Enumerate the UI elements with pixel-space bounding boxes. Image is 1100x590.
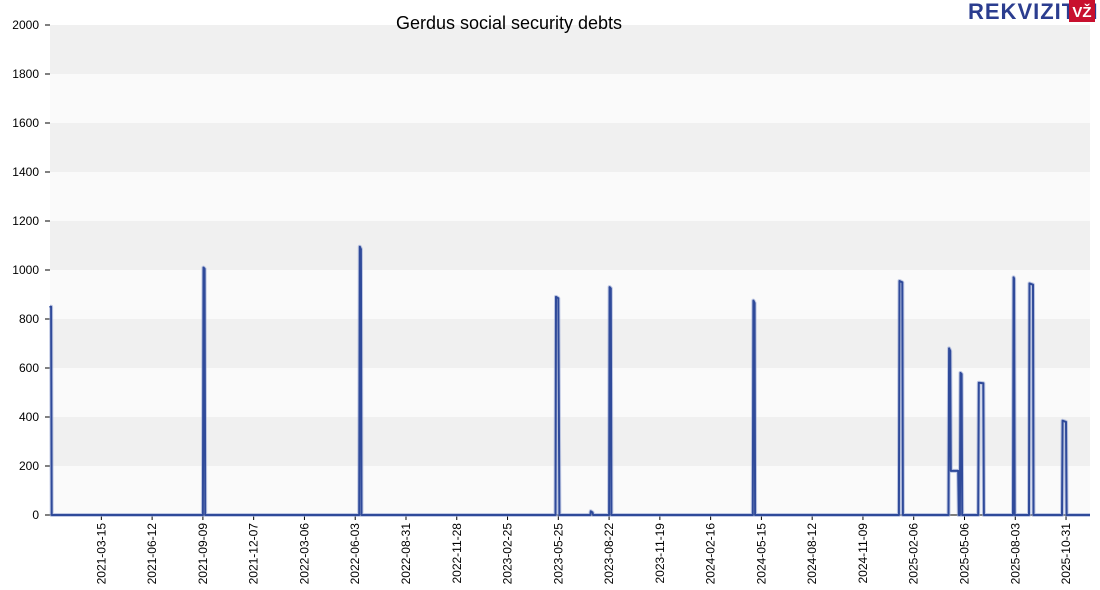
data-point [977,381,980,384]
data-point [1013,277,1015,280]
y-tick-label: 0 [32,508,39,522]
x-tick-label: 2024-05-15 [754,523,768,585]
grid-band [50,319,1090,368]
x-tick-label: 2024-08-12 [805,523,819,585]
y-tick-label: 800 [19,312,39,326]
series-line [50,245,1090,516]
data-point [753,302,756,304]
x-tick-label: 2024-11-09 [856,523,870,584]
x-tick-label: 2025-02-06 [907,523,921,585]
y-tick-label: 1600 [12,116,39,130]
data-point [959,372,962,374]
logo-badge [1069,0,1095,22]
data-point [555,296,557,298]
x-tick-label: 2024-02-16 [704,523,718,585]
logo-badge-text: VŽ [1072,3,1091,21]
chart-title: Gerdus social security debts [396,13,622,33]
data-point [950,470,952,472]
data-point [960,373,963,375]
grid-bands [50,25,1090,515]
x-tick-label: 2022-08-31 [399,523,413,585]
y-tick-label: 400 [19,410,39,424]
x-tick-label: 2022-03-06 [297,523,311,585]
x-tick-label: 2025-08-03 [1008,523,1022,585]
grid-band [50,270,1090,319]
y-tick-label: 1400 [12,165,39,179]
grid-band [50,25,1090,74]
grid-band [50,417,1090,466]
data-point [608,286,611,288]
data-point [590,510,592,513]
data-point [949,350,952,352]
data-point [358,245,361,248]
grid-band [50,172,1090,221]
x-axis: 2021-03-15 2021-06-12 2021-09-09 2021-12-07… [94,515,1073,584]
x-tick-label: 2021-09-09 [196,523,210,585]
data-point [591,511,594,514]
x-tick-label: 2023-05-25 [551,523,565,585]
y-tick-label: 1800 [12,67,39,81]
data-point [557,297,560,299]
x-tick-label: 2025-10-31 [1059,523,1073,585]
x-tick-label: 2021-06-12 [145,523,159,585]
y-tick-label: 1000 [12,263,39,277]
grid-band [50,368,1090,417]
x-tick-label: 2023-08-22 [602,523,616,585]
rekvizitai-logo: REKVIZITAI VŽ [968,0,1098,24]
grid-band [50,74,1090,123]
data-point [948,347,950,350]
data-point [1032,283,1034,286]
data-point [898,280,901,282]
x-tick-label: 2021-03-15 [94,523,108,585]
x-tick-label: 2023-02-25 [501,523,515,585]
data-point [982,382,985,384]
data-point [1028,282,1031,285]
data-point [1061,419,1064,422]
data-point [901,281,904,284]
data-point [202,266,205,269]
x-tick-label: 2021-12-07 [247,523,261,585]
data-point [203,267,206,270]
data-point [752,299,755,302]
y-tick-label: 1200 [12,214,39,228]
grid-band [50,466,1090,515]
data-point [1065,421,1067,423]
y-tick-label: 2000 [12,18,39,32]
series-group [49,244,1090,517]
x-tick-label: 2022-06-03 [348,523,362,585]
data-point [50,305,52,308]
x-tick-label: 2023-11-19 [653,523,667,584]
data-point [957,470,960,472]
data-point [1012,276,1015,279]
y-tick-label: 600 [19,361,39,375]
y-axis: 0 200 400 600 800 1000 1200 1400 1600 1800 2000 [12,18,50,522]
x-tick-label: 2025-05-06 [957,523,971,585]
grid-band [50,123,1090,172]
x-tick-label: 2022-11-28 [450,523,464,584]
data-point [49,305,51,308]
data-point [360,248,362,250]
data-point [609,287,612,290]
grid-band [50,221,1090,270]
y-tick-label: 200 [19,459,39,473]
